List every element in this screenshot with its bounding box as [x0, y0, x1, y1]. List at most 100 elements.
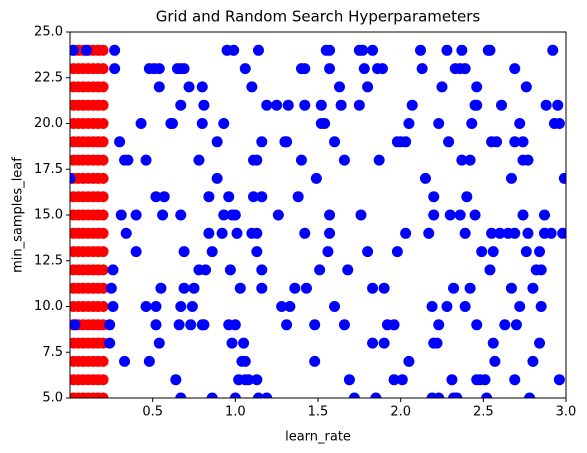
point — [97, 264, 109, 276]
point — [479, 374, 491, 386]
point — [522, 227, 534, 239]
point — [314, 264, 326, 276]
point — [97, 282, 109, 294]
point — [97, 191, 109, 203]
point — [284, 301, 296, 312]
point — [97, 392, 109, 398]
point — [505, 282, 517, 294]
point — [459, 63, 471, 75]
point — [289, 282, 301, 294]
point — [400, 227, 412, 239]
point — [231, 227, 243, 239]
point — [198, 99, 210, 111]
point — [524, 392, 536, 398]
x-tick-label: 2.0 — [390, 405, 411, 420]
point — [481, 392, 493, 398]
point — [540, 99, 552, 111]
point — [484, 44, 496, 56]
point — [178, 63, 190, 75]
y-axis-label: min_samples_leaf — [11, 157, 26, 273]
point — [251, 154, 263, 166]
point — [355, 209, 367, 221]
point — [329, 301, 341, 312]
point — [517, 136, 529, 148]
point — [517, 209, 529, 221]
point — [282, 99, 294, 111]
point — [104, 319, 116, 331]
point — [97, 81, 109, 93]
point — [196, 81, 208, 93]
point — [329, 136, 341, 148]
point — [324, 63, 336, 75]
point — [224, 264, 236, 276]
y-tick-label: 10.0 — [34, 299, 63, 314]
point — [464, 154, 476, 166]
point — [403, 355, 415, 367]
point — [299, 227, 311, 239]
point — [193, 154, 205, 166]
point — [367, 282, 379, 294]
point — [436, 81, 448, 93]
point — [229, 319, 241, 331]
point — [370, 392, 382, 398]
point — [509, 227, 521, 239]
y-tick-label: 22.5 — [34, 70, 63, 85]
point — [175, 99, 187, 111]
point — [491, 136, 503, 148]
point — [150, 191, 162, 203]
point — [157, 209, 169, 221]
point — [114, 136, 126, 148]
point — [243, 374, 255, 386]
point — [388, 374, 400, 386]
point — [97, 44, 109, 56]
point — [281, 319, 293, 331]
point — [319, 118, 331, 129]
point — [198, 319, 210, 331]
y-tick-label: 17.5 — [34, 162, 63, 177]
y-tick-label: 7.5 — [42, 345, 63, 360]
point — [520, 246, 532, 258]
point — [428, 209, 440, 221]
point — [97, 172, 109, 184]
point — [135, 118, 147, 129]
point — [322, 246, 334, 258]
point — [206, 246, 218, 258]
point — [140, 154, 152, 166]
point — [175, 209, 187, 221]
point — [456, 154, 468, 166]
point — [97, 355, 109, 367]
point — [433, 118, 445, 129]
point — [216, 227, 228, 239]
point — [558, 172, 566, 184]
point — [234, 282, 246, 294]
point — [520, 81, 532, 93]
point — [338, 319, 350, 331]
x-tick-label: 1.5 — [308, 405, 329, 420]
point — [130, 246, 142, 258]
x-tick-label: 1.0 — [225, 405, 246, 420]
point — [251, 246, 263, 258]
point — [486, 227, 498, 239]
point — [299, 63, 311, 75]
point — [454, 209, 466, 221]
point — [443, 136, 455, 148]
point — [535, 301, 547, 312]
point — [271, 99, 283, 111]
point — [150, 319, 162, 331]
point — [406, 99, 418, 111]
y-tick-label: 12.5 — [34, 253, 63, 268]
point — [484, 264, 496, 276]
point — [155, 282, 167, 294]
point — [97, 301, 109, 312]
point — [415, 44, 427, 56]
point — [451, 392, 463, 398]
point — [446, 374, 458, 386]
point — [448, 282, 460, 294]
point — [431, 337, 443, 349]
point — [539, 209, 551, 221]
point — [203, 191, 215, 203]
point — [153, 81, 165, 93]
point — [170, 374, 182, 386]
point — [367, 44, 379, 56]
